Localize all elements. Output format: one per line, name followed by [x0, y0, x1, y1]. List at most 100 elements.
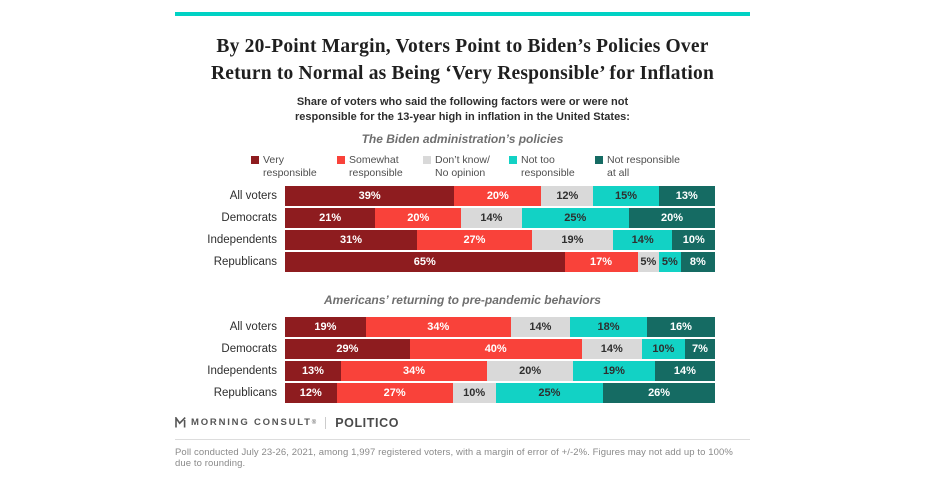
category-label: Republicans — [213, 256, 277, 268]
bar-segment: 26% — [603, 383, 715, 403]
stacked-bar: 13% 34% 20% 19% 14% — [285, 361, 716, 381]
logo-divider — [325, 416, 327, 429]
bar-segment: 13% — [658, 186, 716, 206]
legend-item-not-too-responsible: Not too responsible — [509, 154, 595, 180]
bar-row: Democrats 29% 40% 14% 10% 7% — [175, 339, 715, 359]
morning-consult-wordmark: MORNING CONSULT — [191, 417, 312, 428]
bar-segment: 21% — [285, 208, 376, 228]
bar-row: Independents 31% 27% 19% 14% 10% — [175, 230, 716, 250]
legend-item-somewhat-responsible: Somewhat responsible — [337, 154, 423, 180]
bar-segment: 8% — [680, 252, 715, 272]
legend-swatch-icon — [423, 156, 431, 164]
bar-segment: 16% — [646, 317, 716, 337]
legend-item-dont-know: Don’t know/No opinion — [423, 154, 509, 180]
registered-mark: ® — [311, 419, 317, 426]
bar-segment: 40% — [409, 339, 582, 359]
bar-segment: 20% — [375, 208, 462, 228]
bar-segment: 65% — [285, 252, 565, 272]
bar-segment: 20% — [454, 186, 542, 206]
bar-segment: 34% — [365, 317, 511, 337]
subtitle-line-1: Share of voters who said the following f… — [296, 96, 629, 108]
bar-row: All voters 39% 20% 12% 15% 13% — [175, 186, 716, 206]
bar-segment: 12% — [285, 383, 337, 403]
stacked-bar: 65% 17% 5% 5% 8% — [285, 252, 715, 272]
legend-item-very-responsible: Very responsible — [251, 154, 337, 180]
bar-segment: 19% — [531, 230, 613, 250]
politico-wordmark: POLITICO — [335, 415, 400, 430]
bar-row: Republicans 12% 27% 10% 25% 26% — [175, 383, 715, 403]
subtitle: Share of voters who said the following f… — [175, 95, 750, 124]
legend-label: Somewhat — [349, 154, 399, 166]
bar-segment: 10% — [641, 339, 685, 359]
legend-swatch-icon — [251, 156, 259, 164]
bar-row: All voters 19% 34% 14% 18% 16% — [175, 317, 716, 337]
category-label: All voters — [229, 321, 277, 333]
bar-segment: 14% — [654, 361, 716, 381]
footer-logos: MORNING CONSULT ® POLITICO — [175, 415, 750, 430]
legend-label: Don’t know/ — [435, 154, 490, 166]
legend-label: Very — [263, 154, 285, 166]
subtitle-line-2: responsible for the 13-year high in infl… — [295, 110, 630, 123]
category-label: All voters — [229, 190, 277, 202]
bar-segment: 5% — [659, 252, 681, 272]
legend-swatch-icon — [595, 156, 603, 164]
bar-segment: 12% — [541, 186, 594, 206]
bar-segment: 27% — [336, 383, 453, 403]
bar-row: Republicans 65% 17% 5% 5% 8% — [175, 252, 715, 272]
accent-bar — [175, 12, 750, 16]
bar-segment: 39% — [285, 186, 455, 206]
bar-segment: 20% — [487, 361, 574, 381]
bar-segment: 25% — [495, 383, 604, 403]
bar-segment: 19% — [573, 361, 655, 381]
bar-row: Democrats 21% 20% 14% 25% 20% — [175, 208, 715, 228]
bar-segment: 15% — [593, 186, 659, 206]
infographic-card: By 20-Point Margin, Voters Point to Bide… — [175, 0, 750, 469]
title-line-2: Return to Normal as Being ‘Very Responsi… — [210, 63, 715, 84]
footnote-divider — [175, 439, 750, 440]
chart-biden-policies: All voters 39% 20% 12% 15% 13% Democrats 21% 20%… — [175, 186, 750, 272]
legend-item-not-responsible-at-all: Not responsible at all — [595, 154, 680, 180]
bar-segment: 14% — [612, 230, 673, 250]
bar-segment: 13% — [285, 361, 341, 381]
bar-segment: 25% — [521, 208, 629, 228]
page-title: By 20-Point Margin, Voters Point to Bide… — [175, 33, 750, 87]
bar-segment: 10% — [672, 230, 716, 250]
bar-segment: 14% — [510, 317, 571, 337]
footnote: Poll conducted July 23-26, 2021, among 1… — [175, 447, 733, 469]
legend-swatch-icon — [337, 156, 345, 164]
category-label: Democrats — [221, 343, 277, 355]
bar-segment: 29% — [285, 339, 410, 359]
category-label: Independents — [207, 234, 277, 246]
bar-segment: 18% — [570, 317, 647, 337]
bar-segment: 27% — [416, 230, 532, 250]
title-line-1: By 20-Point Margin, Voters Point to Bide… — [216, 36, 709, 57]
stacked-bar: 31% 27% 19% 14% 10% — [285, 230, 716, 250]
bar-segment: 14% — [461, 208, 522, 228]
morning-consult-m-check-icon — [175, 417, 186, 428]
bar-segment: 14% — [581, 339, 642, 359]
bar-segment: 31% — [285, 230, 417, 250]
bar-segment: 20% — [629, 208, 715, 228]
category-label: Independents — [207, 365, 277, 377]
category-label: Democrats — [221, 212, 277, 224]
bar-segment: 19% — [285, 317, 366, 337]
stacked-bar: 19% 34% 14% 18% 16% — [285, 317, 716, 337]
morning-consult-logo: MORNING CONSULT ® — [175, 417, 316, 428]
bar-segment: 5% — [637, 252, 660, 272]
bar-segment: 7% — [684, 339, 715, 359]
bar-row: Independents 13% 34% 20% 19% 14% — [175, 361, 716, 381]
chart-2-title: Americans’ returning to pre-pandemic beh… — [324, 293, 601, 307]
chart-pre-pandemic-behaviors: All voters 19% 34% 14% 18% 16% Democrats 29% 40%… — [175, 317, 750, 403]
stacked-bar: 39% 20% 12% 15% 13% — [285, 186, 716, 206]
bar-segment: 34% — [340, 361, 488, 381]
bar-segment: 17% — [564, 252, 638, 272]
legend-label: Not responsible — [607, 154, 680, 166]
legend-label: Not too — [521, 154, 555, 166]
stacked-bar: 29% 40% 14% 10% 7% — [285, 339, 715, 359]
legend-swatch-icon — [509, 156, 517, 164]
legend: Very responsible Somewhat responsible Don’… — [251, 154, 750, 180]
chart-1-title: The Biden administration’s policies — [361, 132, 564, 146]
stacked-bar: 21% 20% 14% 25% 20% — [285, 208, 715, 228]
bar-segment: 10% — [452, 383, 496, 403]
category-label: Republicans — [213, 387, 277, 399]
